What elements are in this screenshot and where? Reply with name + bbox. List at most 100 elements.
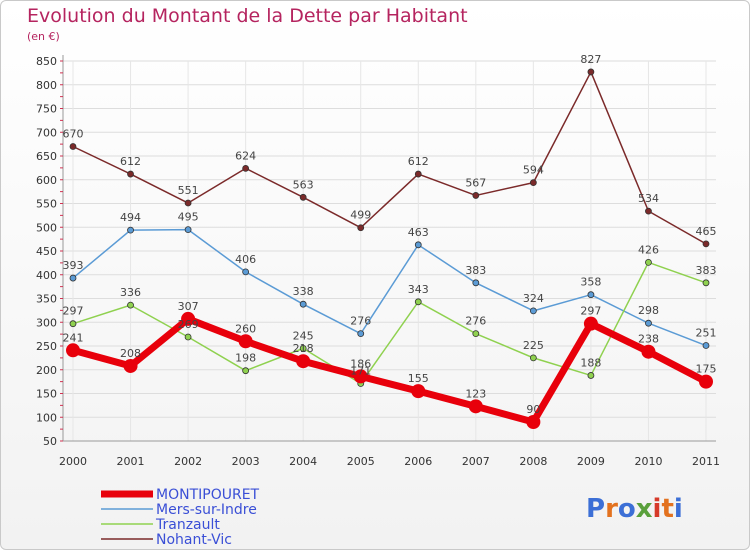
data-label: 406 xyxy=(235,253,256,266)
y-tick-label: 450 xyxy=(36,245,57,258)
chart-title: Evolution du Montant de la Dette par Hab… xyxy=(27,5,468,27)
y-tick-label: 350 xyxy=(36,293,57,306)
legend-label: Mers-sur-Indre xyxy=(156,502,257,518)
data-label: 297 xyxy=(580,305,601,318)
data-label: 494 xyxy=(120,211,141,224)
legend-label: Tranzault xyxy=(155,517,220,533)
data-label: 393 xyxy=(63,259,84,272)
data-point xyxy=(123,358,138,373)
data-label: 171 xyxy=(350,365,371,378)
data-label: 155 xyxy=(408,372,429,385)
data-label: 563 xyxy=(293,178,314,191)
y-tick-label: 200 xyxy=(36,364,57,377)
x-tick-label: 2008 xyxy=(519,455,547,468)
data-label: 186 xyxy=(350,357,371,370)
data-label: 383 xyxy=(696,264,717,277)
data-point xyxy=(702,279,710,287)
data-point xyxy=(702,240,710,248)
logo-letter: x xyxy=(636,494,653,524)
data-label: 269 xyxy=(178,318,199,331)
data-label: 499 xyxy=(350,209,371,222)
x-tick-label: 2009 xyxy=(577,455,605,468)
series-line xyxy=(69,315,710,426)
data-point xyxy=(69,320,77,328)
data-point xyxy=(181,311,196,326)
logo-letter: t xyxy=(661,494,673,524)
data-label: 343 xyxy=(408,283,429,296)
data-label: 534 xyxy=(638,192,659,205)
data-label: 218 xyxy=(293,342,314,355)
data-label: 383 xyxy=(465,264,486,277)
logo-letter: i xyxy=(653,494,662,524)
data-label: 358 xyxy=(580,276,601,289)
x-tick-label: 2010 xyxy=(634,455,662,468)
x-tick-label: 2001 xyxy=(117,455,145,468)
data-point xyxy=(414,170,422,178)
data-point xyxy=(472,330,480,338)
data-point xyxy=(645,319,652,327)
data-label: 260 xyxy=(235,322,256,335)
data-point xyxy=(242,268,250,276)
data-label: 336 xyxy=(120,286,141,299)
logo-letter: P xyxy=(586,494,605,524)
data-point xyxy=(66,343,80,358)
data-point xyxy=(699,374,713,389)
data-point xyxy=(468,399,483,414)
data-label: 426 xyxy=(638,243,659,256)
data-label: 670 xyxy=(63,128,84,141)
x-tick-label: 2007 xyxy=(462,455,490,468)
data-label: 90 xyxy=(526,403,540,416)
y-tick-label: 400 xyxy=(36,269,57,282)
data-label: 567 xyxy=(465,176,486,189)
data-label: 324 xyxy=(523,292,544,305)
data-point xyxy=(526,415,541,429)
chart-unit: (en €) xyxy=(27,30,60,43)
data-label: 175 xyxy=(696,363,717,376)
data-label: 298 xyxy=(638,304,659,317)
data-label: 188 xyxy=(580,356,601,369)
data-point xyxy=(299,300,307,308)
logo-letter: o xyxy=(618,494,636,524)
data-label: 495 xyxy=(178,211,199,224)
data-point xyxy=(127,226,134,234)
series-line xyxy=(72,261,707,385)
data-label: 208 xyxy=(120,347,141,360)
data-point xyxy=(529,179,537,187)
data-point xyxy=(127,170,134,178)
data-point xyxy=(414,241,422,249)
data-point xyxy=(587,291,595,299)
data-point xyxy=(472,279,480,287)
x-tick-label: 2002 xyxy=(174,455,202,468)
y-tick-label: 750 xyxy=(36,103,57,116)
data-label: 251 xyxy=(696,327,717,340)
data-point xyxy=(127,301,134,309)
data-point xyxy=(238,334,253,349)
data-label: 827 xyxy=(580,53,601,66)
y-tick-label: 650 xyxy=(36,150,57,163)
y-tick-label: 850 xyxy=(36,55,57,68)
data-label: 225 xyxy=(523,339,544,352)
y-tick-label: 500 xyxy=(36,221,57,234)
data-point xyxy=(411,384,426,399)
series-line xyxy=(72,228,707,347)
proxiti-logo: Proxiti xyxy=(586,494,683,524)
x-tick-label: 2006 xyxy=(404,455,432,468)
data-label: 276 xyxy=(465,315,486,328)
data-point xyxy=(472,192,480,199)
data-point xyxy=(702,342,710,349)
data-label: 465 xyxy=(696,225,717,238)
data-label: 245 xyxy=(293,329,314,342)
y-tick-label: 100 xyxy=(36,411,57,424)
data-point xyxy=(69,274,77,282)
data-label: 276 xyxy=(350,315,371,328)
data-point xyxy=(645,207,652,215)
x-tick-label: 2004 xyxy=(289,455,317,468)
data-point xyxy=(296,354,311,369)
data-label: 624 xyxy=(235,149,256,162)
x-tick-label: 2011 xyxy=(692,455,720,468)
data-label: 612 xyxy=(408,155,429,168)
data-point xyxy=(184,333,192,341)
x-tick-label: 2005 xyxy=(347,455,375,468)
data-label: 241 xyxy=(63,331,84,344)
